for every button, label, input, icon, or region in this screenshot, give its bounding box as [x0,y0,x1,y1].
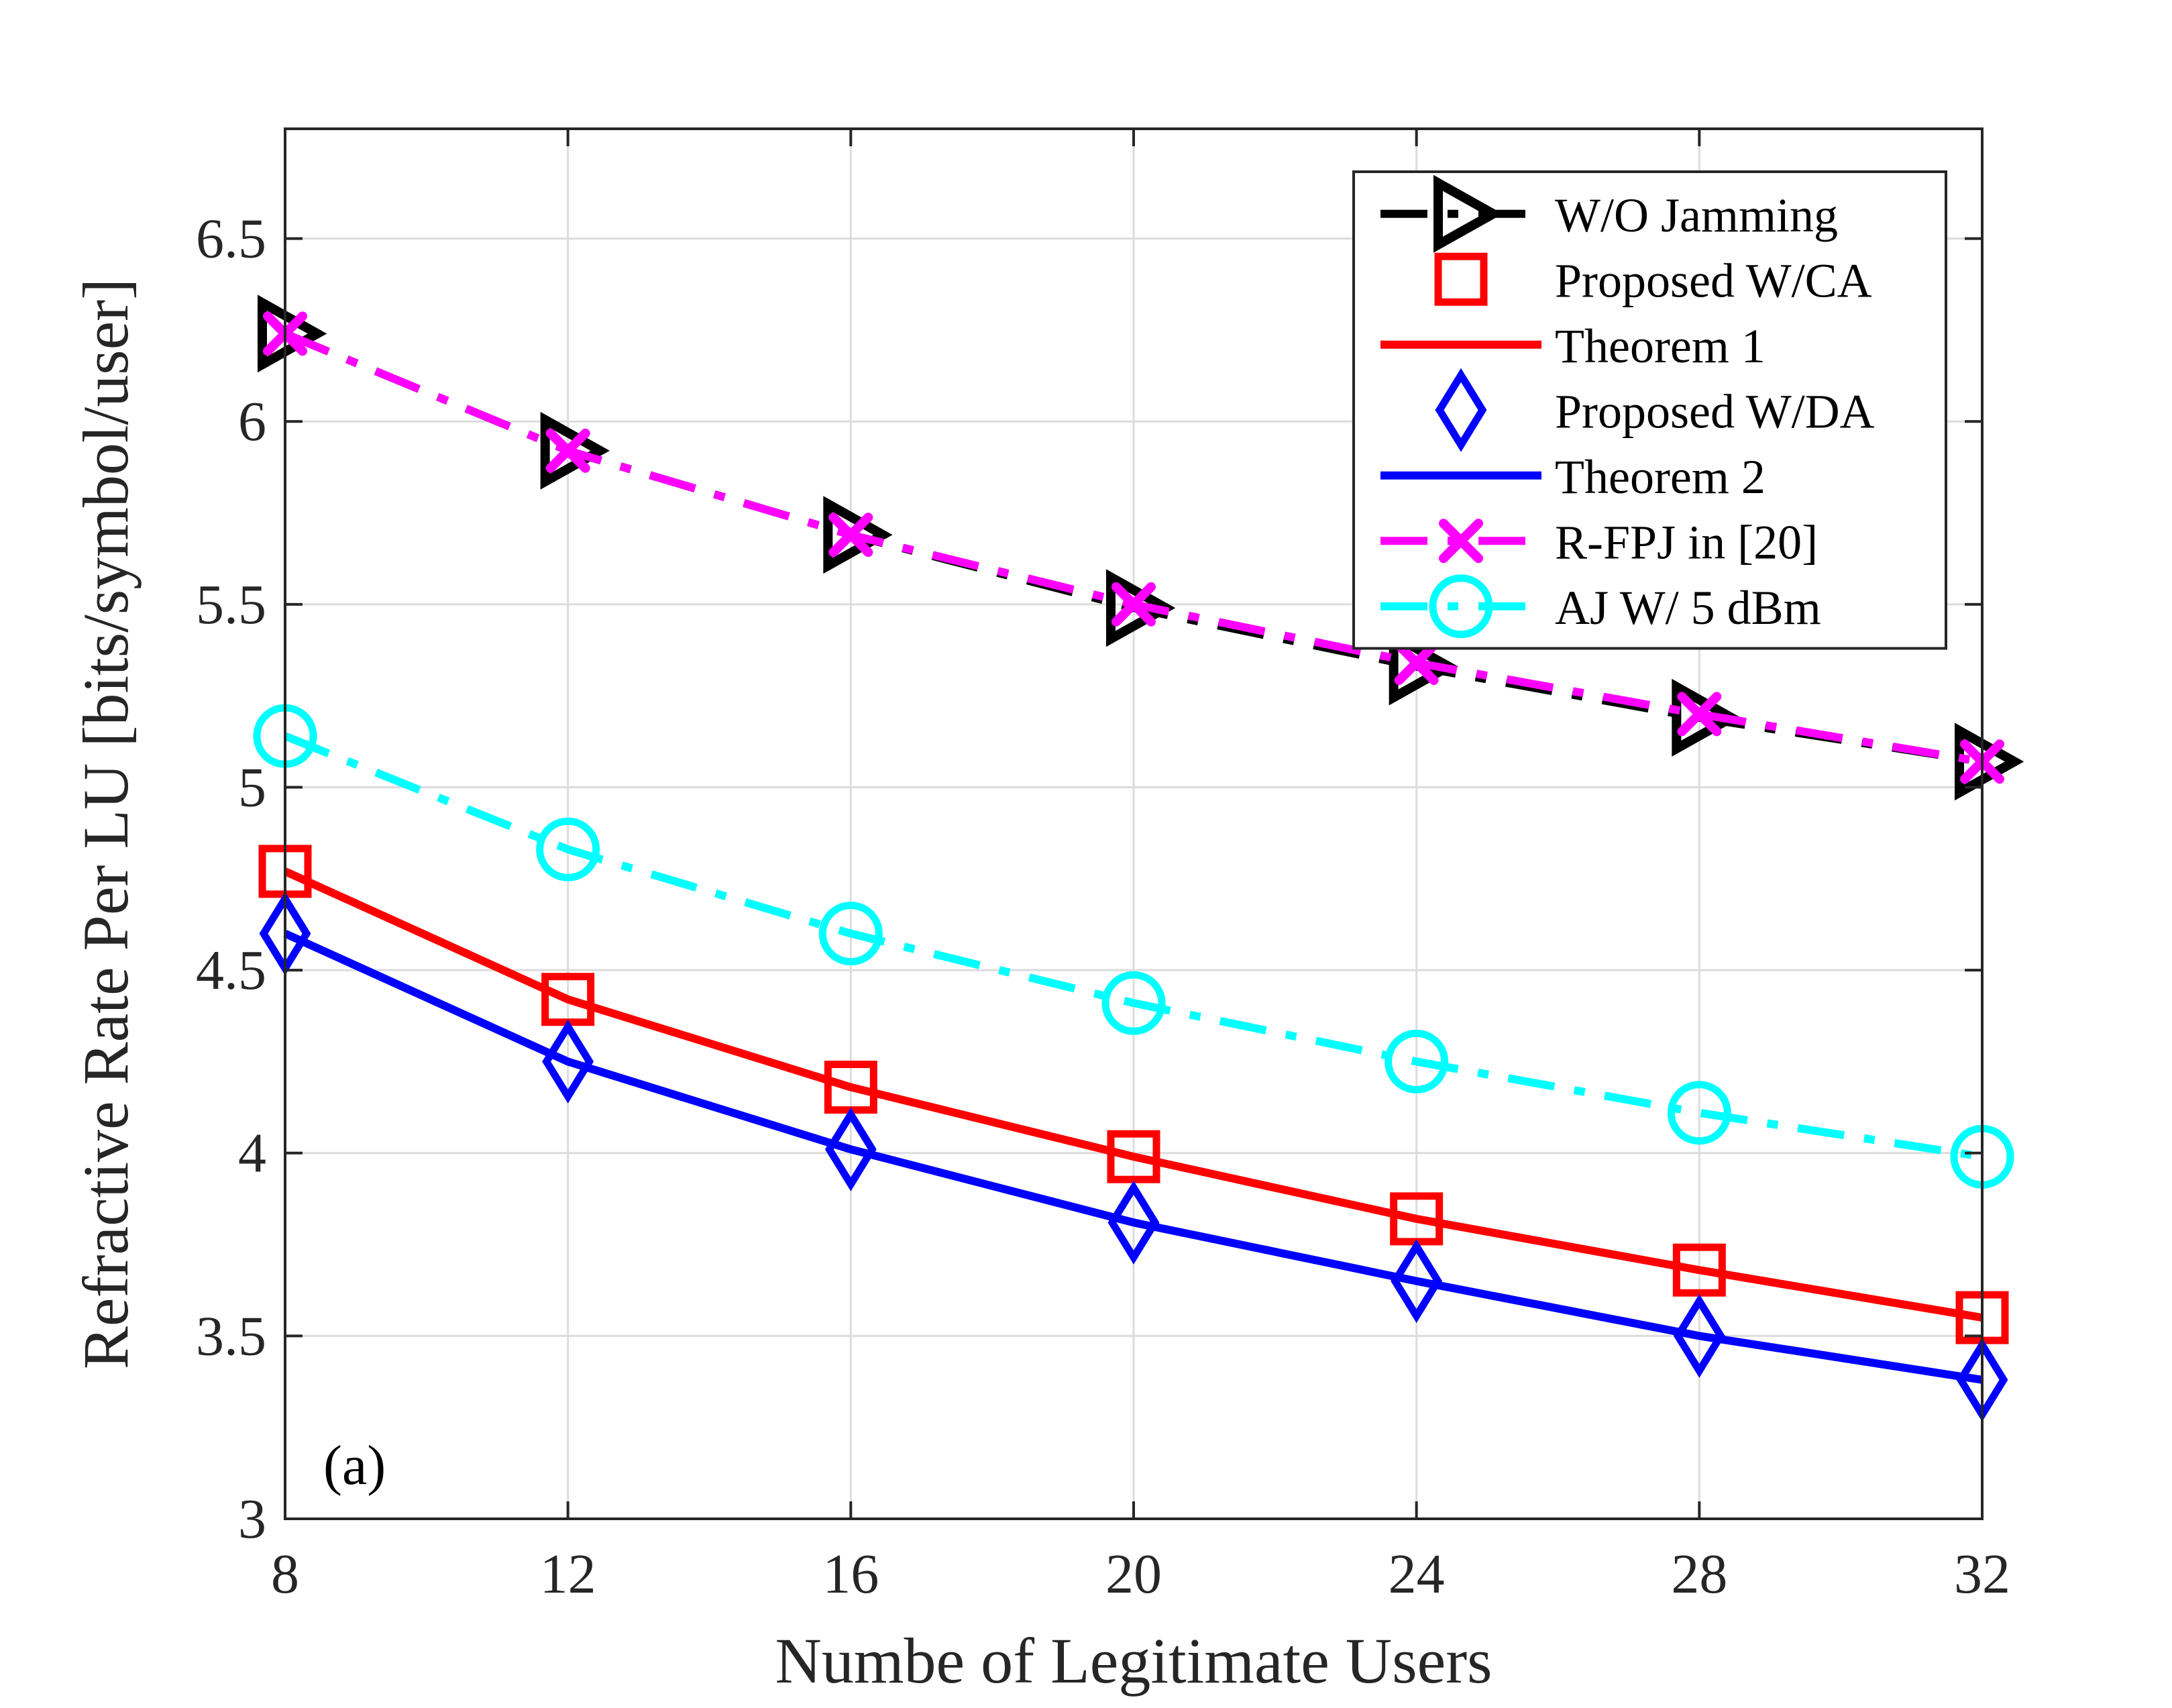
series-line-aj-w-5-dbm [283,732,1983,1161]
y-tick-label: 3.5 [196,1305,266,1367]
data-point-proposed-w-da [1673,1293,1725,1378]
legend-entry: W/O Jamming [1380,174,1838,253]
data-point-proposed-w-da [1107,1180,1160,1265]
series-line-theorem-2 [283,930,1983,1384]
data-point-w-o-jamming [1106,569,1176,647]
y-tick-label: 4.5 [196,939,266,1002]
data-point-aj-w-5-dbm [536,817,600,882]
legend-marker-sample [1439,519,1483,564]
data-point-proposed-w-da [542,1019,594,1104]
y-tick-label: 4 [238,1122,266,1185]
legend-marker-sample [1433,174,1503,253]
data-point-w-o-jamming [1389,627,1458,706]
x-tick-label: 12 [540,1543,596,1605]
axis-ticks: 8 12 16 20 24 28 32 3 3.5 4 4.5 5 5.5 6 6.5 [196,129,2010,1605]
data-point-proposed-w-da [1391,1239,1443,1324]
data-point-r-fpj-in-20 [828,513,873,557]
series-layer [253,295,2024,1422]
y-tick-label: 5.5 [196,574,266,636]
data-point-r-fpj-in-20 [545,428,590,473]
series-proposed-w-da [259,892,2008,1422]
legend-entry: R-FPJ in [20] [1380,515,1818,569]
x-tick-label: 16 [822,1543,879,1605]
x-tick-label: 32 [1954,1543,2010,1605]
legend-label: AJ W/ 5 dBm [1555,581,1821,635]
series-theorem-1 [283,867,1983,1322]
data-point-r-fpj-in-20 [1111,582,1156,627]
data-point-aj-w-5-dbm [1101,971,1166,1035]
y-tick-label: 3 [238,1488,266,1550]
data-point-w-o-jamming [258,295,327,373]
y-tick-label: 6.5 [196,208,266,270]
data-point-w-o-jamming [1672,678,1741,757]
legend-entry: Proposed W/CA [1434,252,1872,307]
x-tick-label: 8 [271,1543,299,1605]
x-tick-label: 28 [1671,1543,1727,1605]
series-r-fpj-in-20 [263,311,2004,784]
legend-marker-sample [1429,574,1493,639]
data-point-aj-w-5-dbm [1667,1081,1731,1145]
x-tick-label: 20 [1105,1543,1162,1605]
legend: W/O Jamming Proposed W/CA Theorem 1 Propose… [1352,170,1947,650]
data-point-aj-w-5-dbm [818,902,883,966]
legend-marker-sample [1434,252,1488,306]
panel-annotation: (a) [323,1434,386,1497]
series-line-theorem-1 [283,867,1983,1322]
legend-entry: AJ W/ 5 dBm [1380,574,1821,639]
x-tick-label: 24 [1389,1543,1445,1605]
legend-marker-sample [1435,368,1487,452]
legend-label: Proposed W/CA [1555,254,1872,307]
y-tick-label: 5 [238,756,266,818]
legend-entry: Proposed W/DA [1435,368,1875,452]
legend-entry: Theorem 2 [1380,450,1766,504]
data-point-w-o-jamming [823,496,893,574]
series-theorem-2 [283,930,1983,1384]
legend-label: W/O Jamming [1555,189,1838,242]
legend-label: R-FPJ in [20] [1555,515,1818,569]
data-point-r-fpj-in-20 [1677,692,1722,737]
data-point-aj-w-5-dbm [1384,1029,1449,1093]
y-tick-label: 6 [238,390,266,453]
legend-label: Theorem 2 [1555,450,1766,504]
y-axis-label: Refractive Rate Per LU [bits/symbol/user… [70,278,142,1369]
data-point-proposed-w-da [824,1107,877,1191]
legend-label: Theorem 1 [1555,319,1766,373]
data-point-r-fpj-in-20 [1394,641,1439,686]
legend-label: Proposed W/DA [1555,384,1875,438]
data-point-proposed-w-ca [1107,1130,1160,1183]
legend-entry: Theorem 1 [1380,319,1766,373]
legend-box [1352,170,1947,650]
data-point-w-o-jamming [540,411,610,490]
x-axis-label: Numbe of Legitimate Users [775,1625,1492,1697]
